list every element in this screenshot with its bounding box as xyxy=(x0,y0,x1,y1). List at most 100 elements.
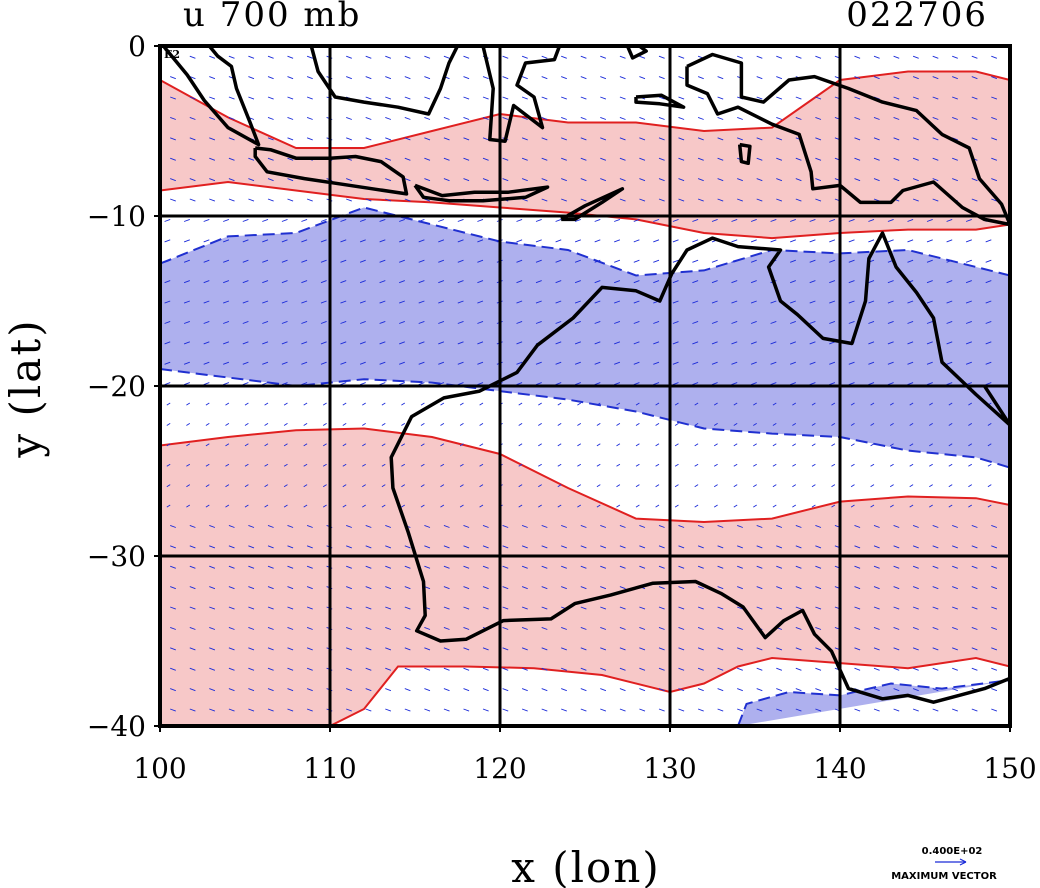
wind-vector xyxy=(170,116,176,120)
wind-vector xyxy=(379,341,386,345)
wind-vector xyxy=(164,259,171,263)
wind-vector xyxy=(424,626,431,630)
wind-vector xyxy=(248,565,255,569)
wind-vector xyxy=(164,320,171,324)
wind-vector xyxy=(457,320,464,324)
south-region-fill xyxy=(160,428,1010,726)
wind-vector xyxy=(893,667,900,671)
wind-vector xyxy=(516,382,523,386)
wind-vector xyxy=(189,667,196,671)
wind-vector xyxy=(795,178,802,182)
wind-vector xyxy=(170,606,176,610)
wind-vector xyxy=(750,218,757,222)
wind-vector xyxy=(482,76,489,80)
wind-vector xyxy=(790,280,796,284)
wind-vector xyxy=(912,667,919,671)
wind-vector xyxy=(811,484,816,488)
wind-vector xyxy=(850,484,855,488)
wind-vector xyxy=(614,280,621,284)
wind-vector xyxy=(267,667,274,671)
wind-vector xyxy=(854,524,861,528)
wind-vector xyxy=(854,137,861,141)
wind-vector xyxy=(932,586,939,590)
wind-vector xyxy=(697,116,704,120)
wind-vector xyxy=(443,586,450,590)
wind-vector xyxy=(873,524,880,528)
wind-vector xyxy=(561,198,567,202)
wind-vector xyxy=(750,382,757,386)
wind-vector xyxy=(971,116,978,120)
wind-vector xyxy=(283,463,288,467)
wind-vector xyxy=(868,361,875,365)
wind-vector xyxy=(580,178,587,182)
wind-vector xyxy=(655,504,660,508)
wind-vector xyxy=(870,443,875,447)
wind-vector xyxy=(639,647,646,651)
wind-vector xyxy=(287,157,294,161)
wind-vector xyxy=(932,524,939,528)
wind-vector xyxy=(521,524,528,528)
wind-vector xyxy=(912,55,919,59)
wind-vector xyxy=(711,341,718,345)
wind-vector xyxy=(340,382,347,386)
wind-vector xyxy=(561,667,567,671)
wind-vector xyxy=(359,239,366,243)
wind-vector xyxy=(342,443,347,447)
wind-vector xyxy=(262,361,269,365)
wind-vector xyxy=(362,443,366,447)
wind-vector xyxy=(737,198,743,202)
wind-vector xyxy=(320,320,327,324)
wind-vector xyxy=(170,76,176,80)
wind-vector xyxy=(170,688,176,692)
wind-vector xyxy=(893,626,900,630)
wind-vector xyxy=(971,626,978,630)
wind-vector xyxy=(733,402,738,406)
wind-vector xyxy=(658,55,665,59)
wind-vector xyxy=(574,218,581,222)
wind-vector xyxy=(753,423,757,426)
wind-vector xyxy=(457,280,464,284)
wind-vector xyxy=(518,423,523,426)
wind-vector xyxy=(952,178,958,182)
wind-vector xyxy=(404,55,411,59)
wind-vector xyxy=(228,137,235,141)
wind-vector xyxy=(907,259,914,263)
wind-vector xyxy=(658,586,665,590)
wind-vector xyxy=(929,443,933,447)
wind-vector xyxy=(262,341,269,345)
wind-vector xyxy=(926,280,933,284)
wind-vector xyxy=(346,137,352,141)
wind-vector xyxy=(600,688,607,692)
wind-vector xyxy=(574,341,581,345)
wind-vector xyxy=(854,157,861,161)
wind-vector xyxy=(658,565,665,569)
wind-vector xyxy=(244,443,249,447)
wind-vector xyxy=(854,708,861,712)
wind-vector xyxy=(655,484,660,488)
wind-vector xyxy=(653,239,660,243)
wind-vector xyxy=(932,647,939,651)
wind-vector xyxy=(772,504,777,508)
wind-vector xyxy=(790,300,796,304)
wind-vector xyxy=(616,443,621,447)
wind-vector xyxy=(385,565,392,569)
wind-vector xyxy=(912,116,919,120)
wind-vector xyxy=(639,198,646,202)
wind-vector xyxy=(772,443,777,447)
wind-vector xyxy=(346,708,352,712)
wind-vector xyxy=(438,382,445,386)
wind-vector xyxy=(658,96,665,100)
wind-vector xyxy=(678,565,685,569)
wind-vector xyxy=(365,137,372,141)
wind-vector xyxy=(440,484,445,488)
wind-vector xyxy=(418,382,425,386)
wind-vector xyxy=(502,708,509,712)
wind-vector xyxy=(850,443,855,447)
wind-vector xyxy=(516,259,523,263)
wind-vector xyxy=(795,524,802,528)
wind-vector xyxy=(932,565,939,569)
wind-vector xyxy=(912,198,919,202)
wind-vector xyxy=(301,341,308,345)
shaded-regions xyxy=(160,70,1010,726)
wind-vector xyxy=(753,402,757,406)
